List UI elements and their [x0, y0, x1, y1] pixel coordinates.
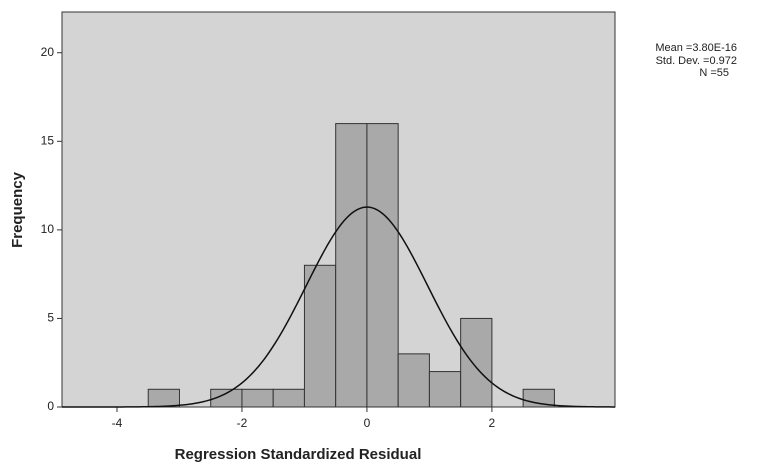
x-axis-title: Regression Standardized Residual — [175, 446, 422, 463]
y-tick-label: 20 — [41, 45, 55, 59]
x-tick-label: -2 — [237, 416, 248, 430]
stat-n: N =55 — [699, 67, 729, 79]
stat-sd: Std. Dev. =0.972 — [656, 55, 737, 67]
page: Regression Standardized Residual Frequen… — [0, 0, 769, 467]
y-tick-label: 10 — [41, 222, 55, 236]
bar — [304, 265, 335, 407]
y-tick-label: 5 — [47, 311, 54, 325]
y-axis-title: Frequency — [9, 171, 26, 248]
bar — [429, 372, 460, 407]
bar — [336, 124, 367, 407]
x-tick-label: 2 — [489, 416, 496, 430]
bar — [398, 354, 429, 407]
bar — [367, 124, 398, 407]
y-tick-label: 15 — [41, 133, 55, 147]
bar — [242, 389, 273, 407]
x-tick-label: 0 — [364, 416, 371, 430]
chart: Regression Standardized Residual Frequen… — [0, 0, 769, 467]
stat-mean: Mean =3.80E-16 — [655, 42, 737, 54]
x-tick-label: -4 — [112, 416, 123, 430]
y-tick-label: 0 — [47, 399, 54, 413]
bar — [273, 389, 304, 407]
bar — [148, 389, 179, 407]
bar — [461, 318, 492, 407]
